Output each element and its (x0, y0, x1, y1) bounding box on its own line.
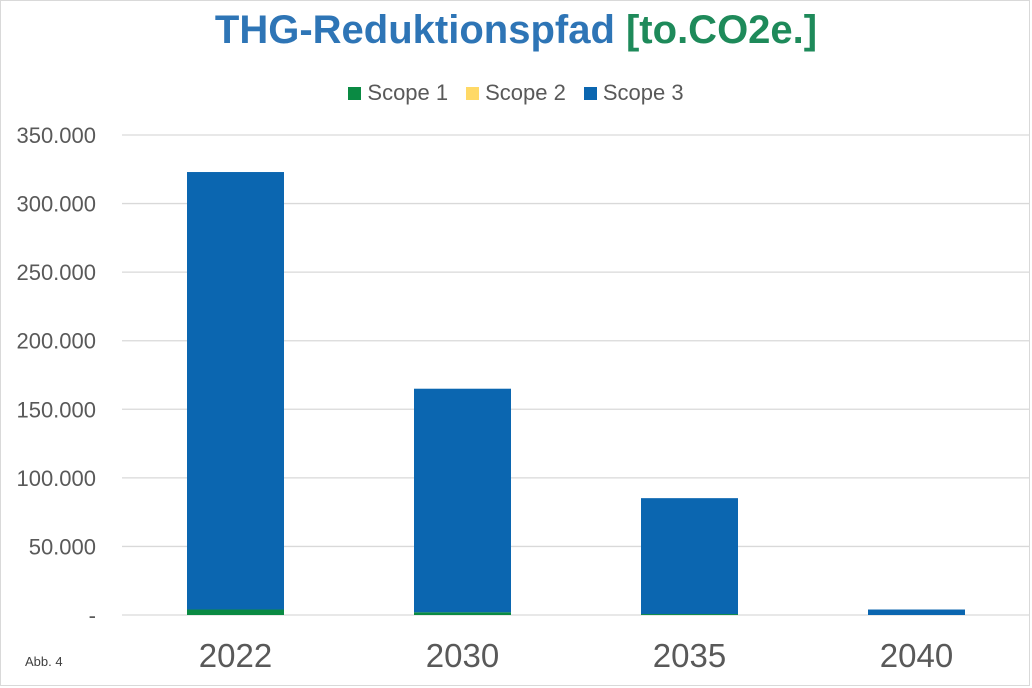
legend-swatch (348, 86, 362, 100)
legend-label: Scope 2 (485, 80, 566, 105)
y-tick-label: 50.000 (29, 534, 96, 559)
x-tick-label: 2035 (653, 637, 726, 674)
footnote: Abb. 4 (25, 654, 63, 669)
y-tick-label: 300.000 (16, 192, 96, 217)
chart-title: THG-Reduktionspfad [to.CO2e.] (0, 8, 1032, 53)
bar-scope-1-2022 (187, 609, 284, 615)
bar-scope-3-2030 (414, 388, 511, 613)
legend-swatch (583, 86, 597, 100)
y-tick-label: - (89, 603, 96, 628)
x-tick-label: 2030 (426, 637, 499, 674)
bar-scope-3-2040 (868, 609, 965, 615)
legend-item-scope-1: Scope 1 (348, 80, 448, 106)
x-tick-label: 2022 (199, 637, 272, 674)
legend-item-scope-2: Scope 2 (466, 80, 566, 106)
legend-swatch (466, 86, 480, 100)
y-tick-label: 200.000 (16, 329, 96, 354)
chart-title-part-0: THG-Reduktionspfad (214, 8, 615, 52)
bar-scope-1-2030 (414, 612, 511, 615)
y-tick-label: 100.000 (16, 466, 96, 491)
y-tick-label: 150.000 (16, 397, 96, 422)
chart-title-part-1: [to.CO2e.] (614, 8, 818, 52)
y-tick-label: 350.000 (16, 123, 96, 148)
x-tick-label: 2040 (880, 637, 953, 674)
bar-scope-1-2035 (641, 614, 738, 615)
chart-legend: Scope 1 Scope 2 Scope 3 (0, 80, 1032, 106)
legend-item-scope-3: Scope 3 (583, 80, 684, 106)
y-tick-label: 250.000 (16, 260, 96, 285)
bar-scope-3-2035 (641, 498, 738, 615)
bar-scope-3-2022 (187, 172, 284, 610)
legend-label: Scope 3 (602, 80, 684, 105)
legend-label: Scope 1 (367, 80, 449, 105)
